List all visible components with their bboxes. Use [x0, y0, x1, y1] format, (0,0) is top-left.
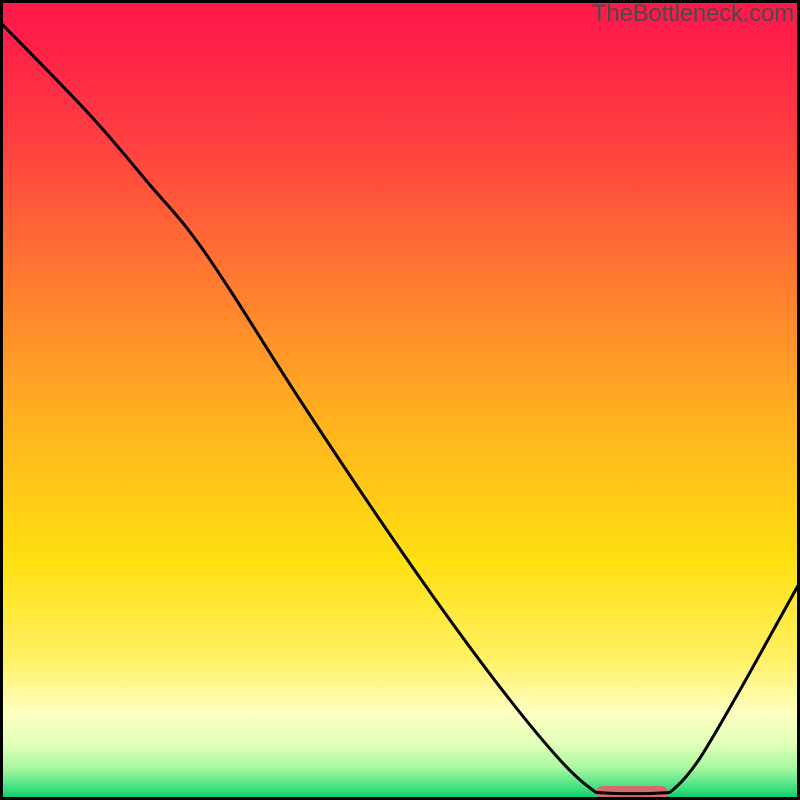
bottleneck-curve	[0, 22, 800, 794]
chart-overlay	[0, 0, 800, 800]
plot-border	[2, 2, 799, 799]
watermark-link[interactable]: TheBottleneck.com	[592, 0, 794, 26]
bottleneck-chart: TheBottleneck.com	[0, 0, 800, 800]
